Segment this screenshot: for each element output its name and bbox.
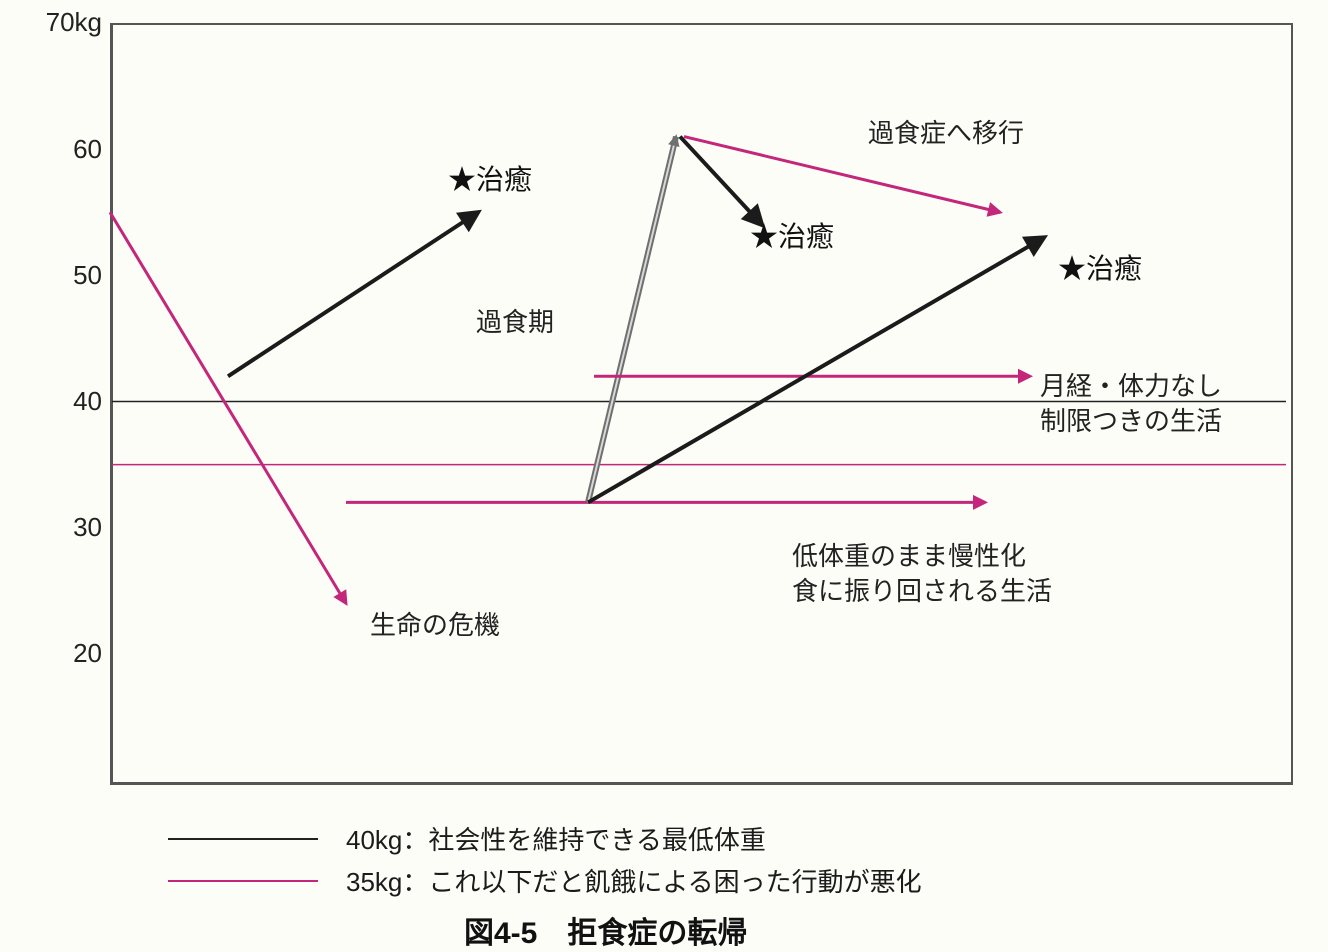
legend-text-0: 40kg：社会性を維持できる最低体重	[346, 820, 766, 857]
legend-text-1: 35kg：これ以下だと飢餓による困った行動が悪化	[346, 862, 922, 899]
ytick-70: 70kg	[46, 7, 102, 38]
annot-to-bulimia-label: 過食症へ移行	[868, 116, 1024, 151]
figure-caption: 図4-5 拒食症の転帰	[464, 908, 747, 952]
ytick-60: 60	[73, 134, 102, 165]
annot-no-menses: 月経・体力なし制限つきの生活	[1040, 369, 1222, 439]
ytick-50: 50	[73, 260, 102, 291]
ytick-40: 40	[73, 386, 102, 417]
legend-swatch-0	[168, 838, 318, 840]
legend-row-1: 35kg：これ以下だと飢餓による困った行動が悪化	[168, 862, 922, 899]
legend-row-0: 40kg：社会性を維持できる最低体重	[168, 820, 766, 857]
legend-swatch-1	[168, 880, 318, 882]
annot-binge-phase: 過食期	[476, 305, 554, 340]
star-cure-3: ★治癒	[1058, 247, 1142, 287]
figure-root: 70kg 60 50 40 30 20 ★治癒 ★治癒 ★治癒 過食期 過食症へ移行月経・体力な…	[0, 0, 1328, 945]
annot-chronic-low: 低体重のまま慢性化食に振り回される生活	[792, 539, 1052, 609]
annot-life-crisis: 生命の危機	[370, 608, 500, 643]
star-cure-2: ★治癒	[750, 215, 834, 255]
ytick-20: 20	[73, 638, 102, 669]
ytick-30: 30	[73, 512, 102, 543]
star-cure-1: ★治癒	[448, 158, 532, 198]
